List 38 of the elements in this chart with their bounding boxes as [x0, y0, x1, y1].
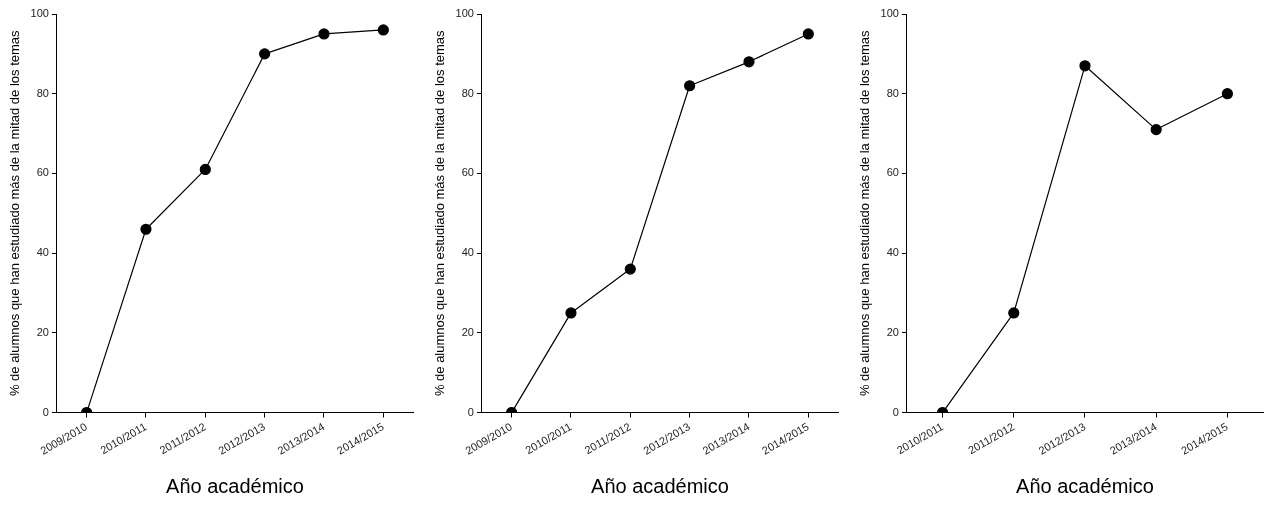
y-tick-label: 20: [461, 325, 474, 338]
x-axis-title: Año académico: [1016, 474, 1154, 497]
y-tick-label: 60: [886, 166, 899, 179]
y-tick-label: 60: [36, 166, 49, 179]
y-tick-label: 0: [42, 405, 49, 418]
point: [259, 48, 271, 60]
y-tick-label: 100: [30, 7, 49, 20]
point: [624, 263, 636, 275]
y-tick-label: 80: [461, 86, 474, 99]
point: [199, 163, 211, 176]
y-tick-label: 80: [36, 86, 49, 99]
point: [1079, 60, 1091, 72]
point: [743, 56, 755, 68]
y-tick-label: 0: [467, 405, 474, 418]
y-axis-title: % de alumnos que han estudiado más de la mitad de los temas: [432, 29, 448, 397]
x-axis-title: Año académico: [591, 474, 729, 497]
point: [1008, 307, 1020, 319]
y-axis-title: % de alumnos que han estudiado más de la mitad de los temas: [7, 29, 23, 397]
point: [802, 28, 814, 40]
y-tick-label: 100: [455, 7, 474, 20]
y-tick-label: 20: [36, 325, 49, 338]
y-tick-label: 40: [461, 246, 474, 259]
y-tick-label: 40: [886, 246, 899, 259]
x-axis-title: Año académico: [166, 474, 304, 497]
point: [1150, 123, 1162, 136]
y-tick-label: 100: [880, 7, 899, 20]
point: [684, 80, 696, 92]
y-tick-label: 20: [886, 325, 899, 338]
y-tick-label: 80: [886, 86, 899, 99]
point: [565, 307, 577, 319]
point: [1221, 88, 1233, 100]
y-axis-title: % de alumnos que han estudiado más de la mitad de los temas: [857, 29, 873, 397]
point: [377, 24, 389, 36]
y-tick-label: 0: [892, 405, 899, 418]
point: [318, 28, 330, 40]
y-tick-label: 40: [36, 246, 49, 259]
y-tick-label: 60: [461, 166, 474, 179]
point: [140, 223, 152, 235]
